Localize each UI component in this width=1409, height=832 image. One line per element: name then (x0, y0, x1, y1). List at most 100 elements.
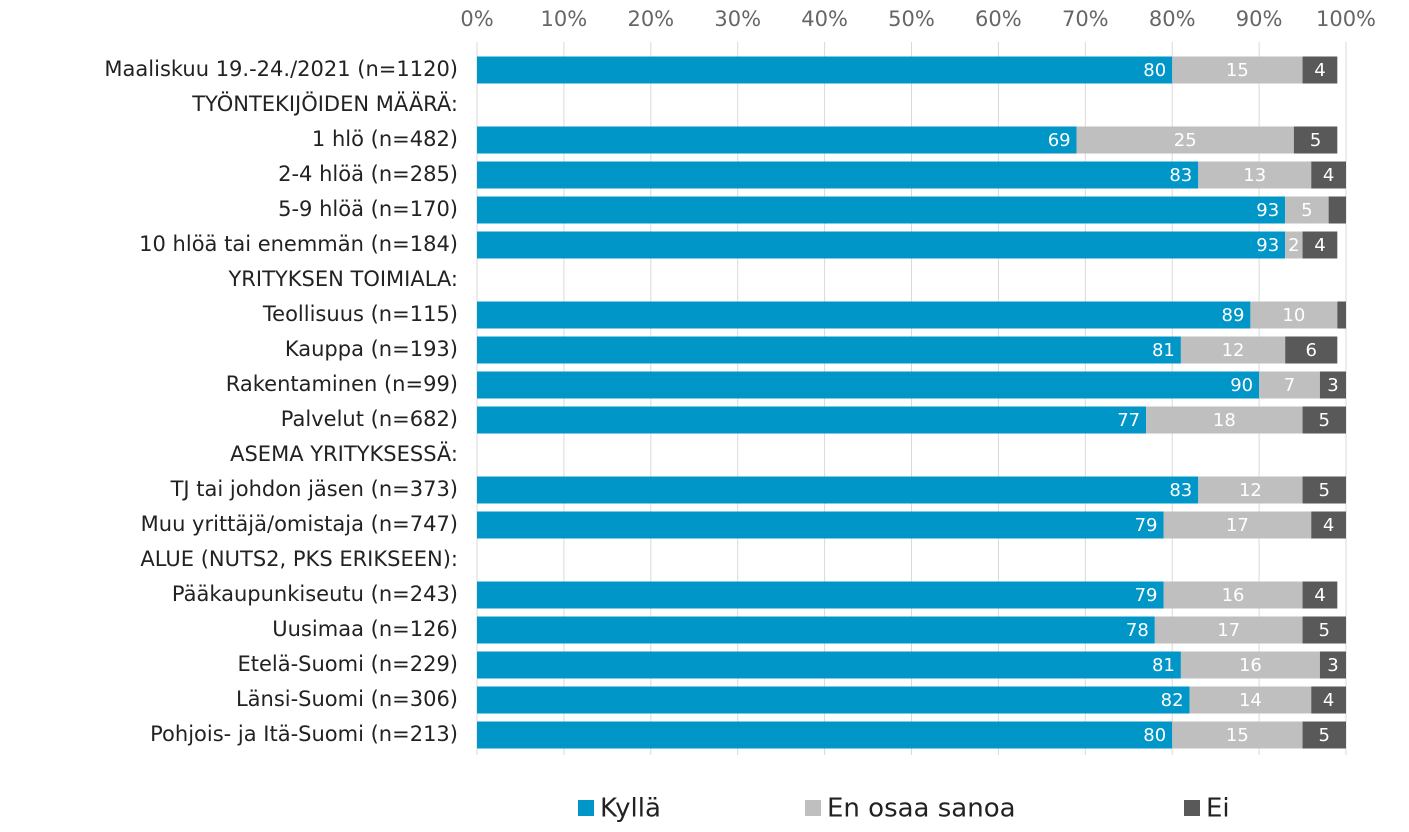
value-label: 4 (1323, 690, 1334, 711)
category-label: Muu yrittäjä/omistaja (n=747) (141, 512, 458, 536)
bar-segment (1180, 651, 1320, 679)
value-label: 14 (1239, 690, 1262, 711)
value-label: 89 (1222, 305, 1245, 326)
bar-segment (1285, 196, 1329, 224)
category-label: Länsi-Suomi (n=306) (236, 687, 458, 711)
bar-segment (1189, 686, 1312, 714)
bar-segment (477, 686, 1190, 714)
category-label: Teollisuus (n=115) (262, 302, 458, 326)
value-label: 12 (1222, 340, 1245, 361)
value-label: 5 (1319, 620, 1330, 641)
bar-segment (1328, 196, 1346, 224)
value-label: 6 (1306, 340, 1317, 361)
value-label: 13 (1243, 165, 1266, 186)
category-label: Pääkaupunkiseutu (n=243) (172, 582, 458, 606)
legend-label: En osaa sanoa (827, 794, 1016, 824)
value-label: 15 (1226, 60, 1249, 81)
bar-segment (1337, 301, 1346, 329)
bar-segment (477, 476, 1199, 504)
bar-segment (1154, 616, 1303, 644)
value-label: 4 (1323, 515, 1334, 536)
bar-segment (1172, 56, 1303, 84)
category-label: 5-9 hlöä (n=170) (278, 197, 458, 221)
value-label: 5 (1319, 480, 1330, 501)
bar-segment (477, 511, 1164, 539)
bar-segment (477, 126, 1077, 154)
bar-segment (1302, 231, 1338, 259)
value-label: 5 (1319, 410, 1330, 431)
value-label: 79 (1135, 515, 1158, 536)
bar-segment (477, 336, 1181, 364)
value-label: 5 (1319, 725, 1330, 746)
bar-segment (1302, 721, 1346, 749)
bar-segment (477, 651, 1181, 679)
bar-segment (1311, 686, 1346, 714)
legend-swatch (1184, 800, 1200, 816)
bar-segment (1198, 161, 1312, 189)
value-label: 82 (1161, 690, 1184, 711)
legend-label: Kyllä (600, 794, 661, 824)
value-label: 4 (1314, 235, 1325, 256)
value-label: 81 (1152, 655, 1175, 676)
value-label: 83 (1169, 165, 1192, 186)
x-tick-label: 40% (801, 7, 848, 31)
value-label: 78 (1126, 620, 1149, 641)
x-tick-label: 60% (975, 7, 1022, 31)
bar-segment (1076, 126, 1294, 154)
value-label: 69 (1048, 130, 1071, 151)
bar-segment (1302, 56, 1338, 84)
category-label: TJ tai johdon jäsen (n=373) (170, 477, 458, 501)
value-label: 3 (1327, 375, 1338, 396)
category-label: Palvelut (n=682) (281, 407, 458, 431)
bar-segment (1302, 406, 1346, 434)
category-label: Pohjois- ja Itä-Suomi (n=213) (150, 722, 458, 746)
bar-segment (1319, 371, 1346, 399)
category-label: 10 hlöä tai enemmän (n=184) (139, 232, 458, 256)
x-tick-label: 70% (1062, 7, 1109, 31)
value-label: 16 (1222, 585, 1245, 606)
bar-segment (1285, 336, 1338, 364)
x-tick-label: 90% (1236, 7, 1283, 31)
category-label: 2-4 hlöä (n=285) (278, 162, 458, 186)
value-label: 2 (1288, 235, 1299, 256)
bar-segment (477, 161, 1199, 189)
bar-segment (1302, 616, 1346, 644)
bar-segment (1302, 476, 1346, 504)
legend-label: Ei (1206, 794, 1230, 824)
x-tick-label: 0% (460, 7, 493, 31)
category-label: Maaliskuu 19.-24./2021 (n=1120) (104, 57, 458, 81)
bar-segment (1198, 476, 1303, 504)
value-label: 17 (1217, 620, 1240, 641)
value-label: 4 (1314, 60, 1325, 81)
bar-segment (1163, 581, 1303, 609)
x-tick-label: 10% (541, 7, 588, 31)
category-label: ASEMA YRITYKSESSÄ: (230, 441, 458, 466)
bar-segment (477, 581, 1164, 609)
value-label: 5 (1310, 130, 1321, 151)
value-label: 4 (1323, 165, 1334, 186)
x-tick-label: 50% (888, 7, 935, 31)
category-label: Kauppa (n=193) (285, 337, 458, 361)
category-label: Etelä-Suomi (n=229) (237, 652, 458, 676)
category-label: TYÖNTEKIJÖIDEN MÄÄRÄ: (191, 91, 458, 116)
category-label: Rakentaminen (n=99) (226, 372, 458, 396)
bar-segment (1146, 406, 1303, 434)
x-tick-label: 30% (714, 7, 761, 31)
value-label: 25 (1174, 130, 1197, 151)
bar-segment (477, 406, 1147, 434)
value-label: 80 (1143, 725, 1166, 746)
bar-segment (1259, 371, 1320, 399)
bar-segment (477, 231, 1286, 259)
bar-segment (477, 616, 1155, 644)
value-label: 90 (1230, 375, 1253, 396)
bar-segment (1293, 126, 1338, 154)
value-label: 7 (1284, 375, 1295, 396)
category-label: YRITYKSEN TOIMIALA: (227, 267, 458, 291)
value-label: 15 (1226, 725, 1249, 746)
category-label: Uusimaa (n=126) (272, 617, 458, 641)
category-label: 1 hlö (n=482) (312, 127, 458, 151)
bar-segment (477, 196, 1286, 224)
value-label: 18 (1213, 410, 1236, 431)
